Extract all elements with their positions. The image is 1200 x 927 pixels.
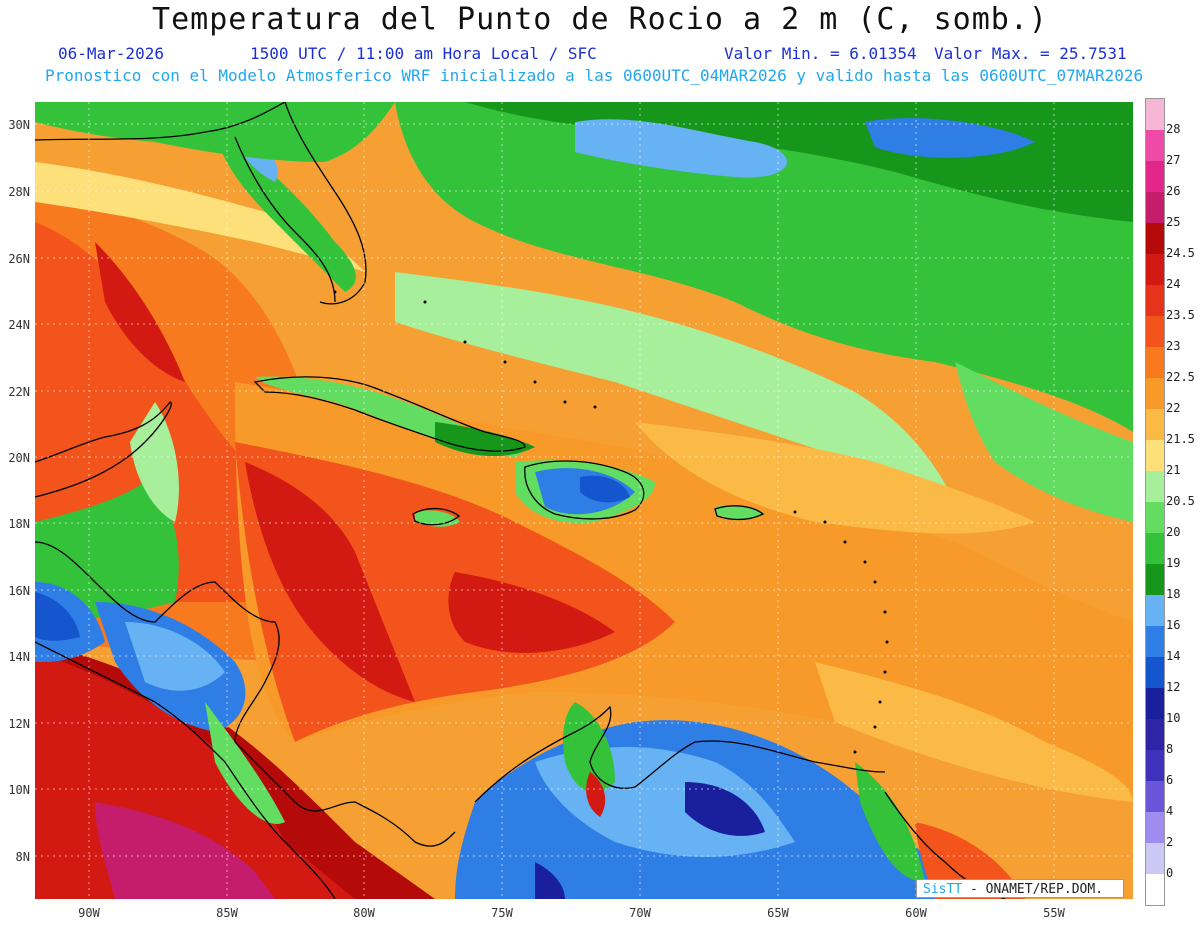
lat-label-10n: 10N [8, 783, 30, 797]
colorbar-label: 6 [1166, 773, 1174, 787]
credit-text: - ONAMET/REP.DOM. [962, 882, 1104, 897]
lon-label-90w: 90W [78, 906, 100, 920]
dewpoint-map [35, 102, 1133, 899]
chart-title: Temperatura del Punto de Rocio a 2 m (C,… [152, 2, 1048, 37]
lat-label-30n: 30N [8, 118, 30, 132]
lon-label-85w: 85W [216, 906, 238, 920]
colorbar-label: 2 [1166, 835, 1174, 849]
colorbar-label: 20.5 [1166, 494, 1195, 508]
value-max: Valor Max. = 25.7531 [934, 44, 1127, 63]
lon-label-65w: 65W [767, 906, 789, 920]
colorbar-label: 22.5 [1166, 370, 1195, 384]
lon-label-55w: 55W [1043, 906, 1065, 920]
colorbar-segment [1146, 843, 1164, 874]
colorbar-label: 16 [1166, 618, 1181, 632]
colorbar-label: 24.5 [1166, 246, 1195, 260]
colorbar-label: 12 [1166, 680, 1181, 694]
lat-label-20n: 20N [8, 451, 30, 465]
colorbar-label: 0 [1166, 866, 1174, 880]
colorbar-label: 25 [1166, 215, 1181, 229]
lat-label-28n: 28N [8, 185, 30, 199]
colorbar-label: 21 [1166, 463, 1181, 477]
colorbar-label: 21.5 [1166, 432, 1195, 446]
colorbar-segment [1146, 347, 1164, 378]
lat-label-22n: 22N [8, 385, 30, 399]
lat-label-18n: 18N [8, 517, 30, 531]
colorbar [1145, 98, 1165, 906]
colorbar-segment [1146, 564, 1164, 595]
colorbar-segment [1146, 502, 1164, 533]
colorbar-label: 20 [1166, 525, 1181, 539]
model-info: Pronostico con el Modelo Atmosferico WRF… [45, 66, 1144, 85]
colorbar-segment [1146, 812, 1164, 843]
colorbar-segment [1146, 223, 1164, 254]
colorbar-label: 26 [1166, 184, 1181, 198]
lat-label-26n: 26N [8, 252, 30, 266]
colorbar-segment [1146, 719, 1164, 750]
colorbar-segment [1146, 99, 1164, 130]
colorbar-segment [1146, 161, 1164, 192]
colorbar-segment [1146, 657, 1164, 688]
colorbar-label: 8 [1166, 742, 1174, 756]
colorbar-segment [1146, 595, 1164, 626]
colorbar-segment [1146, 130, 1164, 161]
colorbar-label: 14 [1166, 649, 1181, 663]
colorbar-label: 23.5 [1166, 308, 1195, 322]
value-min: Valor Min. = 6.01354 [724, 44, 917, 63]
lon-label-70w: 70W [629, 906, 651, 920]
colorbar-segment [1146, 874, 1164, 905]
colorbar-label: 27 [1166, 153, 1181, 167]
colorbar-segment [1146, 192, 1164, 223]
colorbar-label: 22 [1166, 401, 1181, 415]
lon-label-75w: 75W [491, 906, 513, 920]
colorbar-label: 19 [1166, 556, 1181, 570]
colorbar-segment [1146, 285, 1164, 316]
lon-label-80w: 80W [353, 906, 375, 920]
colorbar-segment [1146, 378, 1164, 409]
colorbar-label: 4 [1166, 804, 1174, 818]
colorbar-label: 24 [1166, 277, 1181, 291]
colorbar-segment [1146, 533, 1164, 564]
lat-label-12n: 12N [8, 717, 30, 731]
colorbar-label: 18 [1166, 587, 1181, 601]
colorbar-segment [1146, 254, 1164, 285]
credit-box: SisTT - ONAMET/REP.DOM. [916, 879, 1124, 898]
colorbar-segment [1146, 316, 1164, 347]
colorbar-label: 28 [1166, 122, 1181, 136]
map-shading [35, 102, 1133, 899]
forecast-date: 06-Mar-2026 [58, 44, 164, 63]
sistt-logo: SisTT [923, 882, 963, 897]
colorbar-segment [1146, 626, 1164, 657]
colorbar-segment [1146, 440, 1164, 471]
colorbar-segment [1146, 750, 1164, 781]
lat-label-8n: 8N [15, 850, 30, 864]
forecast-time: 1500 UTC / 11:00 am Hora Local / SFC [250, 44, 597, 63]
lat-label-16n: 16N [8, 584, 30, 598]
colorbar-segment [1146, 781, 1164, 812]
colorbar-label: 23 [1166, 339, 1181, 353]
colorbar-segment [1146, 409, 1164, 440]
lat-label-24n: 24N [8, 318, 30, 332]
lon-label-60w: 60W [905, 906, 927, 920]
lat-label-14n: 14N [8, 650, 30, 664]
colorbar-label: 10 [1166, 711, 1181, 725]
colorbar-segment [1146, 688, 1164, 719]
colorbar-segment [1146, 471, 1164, 502]
